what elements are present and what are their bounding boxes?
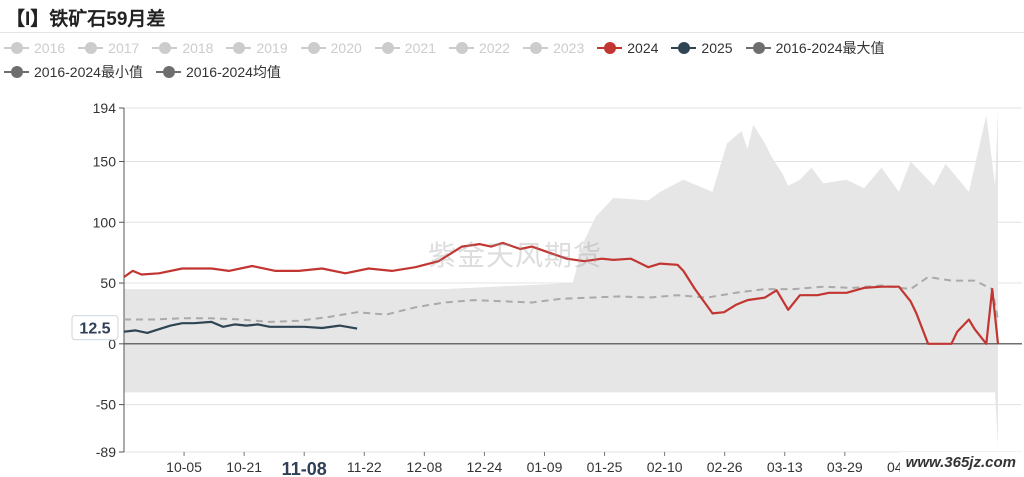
legend-item-2024[interactable]: 2024 — [597, 40, 658, 56]
legend-marker-icon — [4, 41, 29, 55]
legend-label: 2025 — [701, 40, 733, 56]
y-axis-ticks: 194 150 100 50 0 -50 -89 — [93, 100, 124, 460]
x-tick-label: 10-21 — [226, 459, 262, 475]
legend-marker-icon — [226, 41, 252, 55]
y-tick-label: -50 — [96, 397, 116, 413]
legend-marker-icon — [4, 65, 29, 79]
series-line-2025 — [123, 320, 358, 334]
legend-marker-icon — [523, 41, 549, 55]
legend-item-2016-2024均值[interactable]: 2016-2024均值 — [155, 62, 281, 82]
y-tick-label: -89 — [96, 444, 116, 460]
legend-item-2016[interactable]: 2016 — [4, 40, 65, 56]
x-tick-label: 12-24 — [467, 459, 503, 475]
chart-title: 【I】铁矿石59月差 — [6, 9, 166, 30]
legend-label: 2022 — [478, 40, 511, 56]
current-value-label: 12.5 — [71, 315, 119, 341]
x-tick-label: 02-26 — [707, 459, 743, 475]
y-tick-label: 100 — [93, 214, 117, 230]
legend-marker-icon — [745, 41, 771, 55]
legend-item-2018[interactable]: 2018 — [152, 40, 213, 56]
legend-item-2025[interactable]: 2025 — [671, 40, 733, 56]
x-tick-label: 11-22 — [347, 459, 382, 475]
site-watermark: www.365jz.com — [899, 452, 1022, 473]
legend-label: 2016-2024最小值 — [34, 64, 143, 80]
legend-item-2016-2024最大值[interactable]: 2016-2024最大值 — [745, 38, 885, 58]
legend-item-2022[interactable]: 2022 — [448, 40, 511, 56]
legend-label: 2024 — [627, 40, 659, 56]
legend-marker-icon — [597, 41, 623, 55]
x-tick-label: 01-09 — [527, 459, 563, 475]
x-tick-label: 12-08 — [406, 459, 442, 475]
legend-item-2023[interactable]: 2023 — [523, 40, 584, 56]
legend-label: 2023 — [553, 40, 585, 56]
series-line-2024 — [123, 241, 1000, 345]
current-value-label-bg — [71, 315, 119, 341]
legend-label: 2017 — [108, 40, 140, 56]
legend-label: 2016 — [34, 40, 66, 56]
y-tick-label: 194 — [93, 100, 117, 116]
current-value-text: 12.5 — [79, 321, 110, 338]
legend-item-2016-2024最小值[interactable]: 2016-2024最小值 — [4, 62, 143, 82]
x-tick-label: 01-25 — [587, 459, 623, 475]
x-tick-label: 11-08 — [282, 459, 327, 477]
legend-marker-icon — [300, 41, 326, 55]
legend: 2016 2017 2018 2019 2020 2021 2022 2023 2024 2025… — [4, 36, 1024, 84]
legend-marker-icon — [78, 41, 104, 55]
legend-label: 2020 — [330, 40, 362, 56]
legend-item-2020[interactable]: 2020 — [300, 40, 362, 56]
legend-label: 2021 — [404, 40, 436, 56]
legend-item-2021[interactable]: 2021 — [374, 40, 436, 56]
y-tick-label: 50 — [100, 275, 116, 291]
legend-marker-icon — [152, 41, 178, 55]
series-layer — [123, 241, 1000, 345]
legend-label: 2016-2024最大值 — [775, 40, 885, 56]
legend-item-2017[interactable]: 2017 — [78, 40, 139, 56]
x-tick-label: 03-29 — [827, 459, 863, 475]
y-tick-label: 150 — [93, 153, 117, 169]
legend-label: 2018 — [182, 40, 214, 56]
legend-item-2019[interactable]: 2019 — [226, 40, 288, 56]
legend-marker-icon — [671, 41, 697, 55]
legend-row: 2016 2017 2018 2019 2020 2021 2022 2023 2024 2025… — [4, 36, 1024, 60]
x-tick-label: 02-10 — [647, 459, 683, 475]
legend-marker-icon — [374, 41, 400, 55]
x-tick-label: 10-05 — [166, 459, 202, 475]
legend-marker-icon — [448, 41, 474, 55]
y-tick-label: 0 — [108, 336, 116, 352]
legend-label: 2019 — [256, 40, 288, 56]
legend-label: 2016-2024均值 — [185, 64, 281, 80]
legend-marker-icon — [155, 65, 181, 79]
title-divider — [0, 32, 1024, 33]
range-band-max-min — [124, 108, 998, 448]
x-axis-ticks: 10-05 10-21 11-08 11-22 12-08 12-24 01-09 01-25… — [166, 452, 983, 477]
x-tick-label: 03-13 — [767, 459, 803, 475]
legend-row: 2016-2024最小值 2016-2024均值 — [4, 60, 1024, 84]
